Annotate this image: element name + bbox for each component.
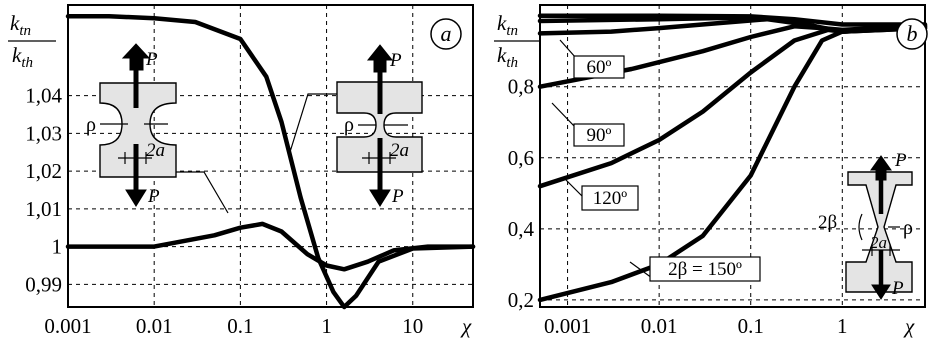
specimen-round-notch-inset: P P ρ 2a (86, 43, 177, 207)
y-label-den-b: k (497, 43, 507, 67)
y-tick-label: 0,8 (508, 75, 534, 99)
x-ticks-b: 0.001 0.01 0.1 1 (544, 314, 848, 338)
load-arrow-up-icon (121, 43, 151, 71)
svg-text:kth: kth (12, 43, 33, 71)
radius-label: ρ (86, 114, 96, 136)
x-tick-label: 1 (837, 314, 848, 338)
callout-120-text: 120º (593, 188, 628, 209)
radius-label: ρ (903, 217, 913, 239)
curves-b (537, 13, 928, 303)
width-label: 2a (390, 140, 409, 161)
plot-frame-a (67, 4, 474, 308)
x-tick-label: 1 (321, 314, 332, 338)
series-line-a-2 (65, 221, 476, 272)
y-label-den-a: k (12, 43, 22, 67)
x-axis-symbol-b: χ (903, 314, 915, 338)
callout-120: 120º (565, 179, 639, 211)
callout-90-text: 90º (587, 125, 612, 146)
svg-text:ktn: ktn (497, 11, 518, 39)
inset-leader-1 (176, 171, 229, 214)
series-line-b-6 (537, 25, 928, 303)
y-tick-label: 1,03 (25, 121, 62, 145)
load-label-bottom: P (891, 278, 904, 299)
x-tick-label: 0.01 (641, 314, 678, 338)
load-label-bottom: P (147, 186, 160, 207)
callout-150: 2β = 150º (629, 256, 761, 282)
y-tick-label: 1,01 (25, 197, 62, 221)
y-label-num-sub-a: tn (19, 23, 31, 39)
width-label: 2a (870, 233, 887, 252)
load-arrow-down-icon (871, 284, 891, 300)
y-ticks-a: 0,99 1 1,01 1,02 1,03 1,04 (25, 84, 62, 297)
panel-b: ktn kth 0,20,40,60,8 0.001 0.01 0.1 1 χ 60º… (494, 4, 928, 338)
load-arrow-down-icon (125, 189, 147, 207)
panel-label-a-text: a (441, 21, 452, 46)
angle-label: 2β (818, 212, 837, 233)
y-tick-label: 1,04 (25, 84, 62, 108)
callout-150-text: 2β = 150º (668, 259, 742, 280)
panel-label-a: a (430, 18, 462, 50)
load-label-top: P (389, 50, 402, 71)
y-tick-label: 1 (52, 235, 63, 259)
y-ticks-b: 0,2 0,4 0,6 0,8 (508, 75, 535, 312)
x-tick-label: 0.1 (227, 314, 253, 338)
width-label: 2a (146, 140, 165, 161)
x-axis-symbol-a: χ (460, 314, 472, 338)
svg-text:ktn: ktn (10, 11, 31, 39)
y-label-num-b: k (497, 11, 507, 35)
svg-text:kth: kth (497, 43, 518, 71)
specimen-v-notch-inset: P P 2β ρ 2a (818, 150, 913, 300)
callout-60: 60º (559, 39, 625, 79)
y-label-den-sub-a: th (21, 55, 33, 71)
panel-label-b: b (896, 18, 928, 50)
series-line-b-5 (537, 25, 928, 189)
inset-leader-2 (289, 93, 337, 153)
y-axis-label-b: ktn kth (494, 11, 540, 71)
panel-label-b-text: b (907, 21, 918, 46)
load-label-bottom: P (391, 186, 404, 207)
curves-a (65, 14, 476, 310)
load-arrow-up-icon (870, 155, 892, 181)
specimen-u-notch-inset: P P ρ 2a (336, 44, 423, 207)
load-arrow-down-icon (369, 189, 391, 207)
y-tick-label: 0,99 (25, 272, 62, 296)
callout-90: 90º (551, 102, 625, 147)
load-label-top: P (894, 150, 907, 171)
radius-label: ρ (344, 114, 354, 136)
y-tick-label: 0,4 (508, 217, 535, 241)
x-tick-label: 10 (402, 314, 423, 338)
y-label-den-sub-b: th (506, 55, 518, 71)
x-tick-label: 0.001 (544, 314, 591, 338)
x-ticks-a: 0.001 0.01 0.1 1 10 (44, 314, 423, 338)
x-tick-label: 0.1 (738, 314, 764, 338)
y-label-num-sub-b: tn (506, 23, 518, 39)
plot-frame-b (539, 4, 926, 308)
y-tick-label: 1,02 (25, 159, 62, 183)
y-tick-label: 0,2 (508, 288, 534, 312)
callout-60-text: 60º (587, 57, 612, 78)
load-label-top: P (145, 49, 158, 70)
series-line-a-1 (65, 14, 476, 310)
x-tick-label: 0.01 (136, 314, 173, 338)
y-label-num-a: k (10, 11, 20, 35)
load-arrow-up-icon (366, 44, 394, 73)
y-tick-label: 0,6 (508, 146, 534, 170)
y-axis-label-a: ktn kth (8, 11, 56, 71)
x-tick-label: 0.001 (44, 314, 91, 338)
